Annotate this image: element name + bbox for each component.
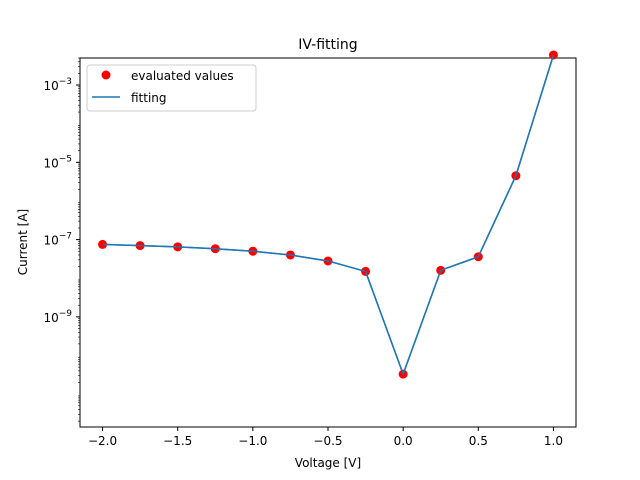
y-axis-ticks: 10−9 10−7 10−5 10−3 xyxy=(43,57,80,422)
y-axis-label: Current [A] xyxy=(16,209,30,275)
legend-marker-evaluated-values xyxy=(101,70,111,80)
x-tick-label: 0.0 xyxy=(394,434,413,448)
x-axis-label: Voltage [V] xyxy=(295,456,361,470)
y-tick-label: 10−5 xyxy=(43,154,72,170)
y-tick-label: 10−9 xyxy=(43,309,72,325)
evaluated-point xyxy=(548,50,558,60)
x-tick-label: −1.0 xyxy=(238,434,267,448)
x-tick-label: −2.0 xyxy=(88,434,117,448)
legend: evaluated values fitting xyxy=(86,64,257,112)
plot-frame xyxy=(79,57,577,428)
x-tick-label: 0.5 xyxy=(469,434,488,448)
plot-area xyxy=(79,50,577,428)
legend-label-evaluated-values: evaluated values xyxy=(131,69,234,83)
chart-title: IV-fitting xyxy=(298,37,357,53)
fitting-line-overlay xyxy=(102,54,555,375)
x-tick-label: −0.5 xyxy=(313,434,342,448)
y-tick-label: 10−7 xyxy=(43,232,72,248)
evaluated-point xyxy=(98,239,108,249)
y-tick-label: 10−3 xyxy=(43,77,72,93)
legend-label-fitting: fitting xyxy=(131,91,167,105)
x-tick-label: −1.5 xyxy=(163,434,192,448)
x-axis-ticks: −2.0 −1.5 −1.0 −0.5 0.0 0.5 1.0 xyxy=(88,427,563,448)
data-layer xyxy=(98,50,558,379)
legend-box xyxy=(86,64,257,112)
x-tick-label: 1.0 xyxy=(544,434,563,448)
